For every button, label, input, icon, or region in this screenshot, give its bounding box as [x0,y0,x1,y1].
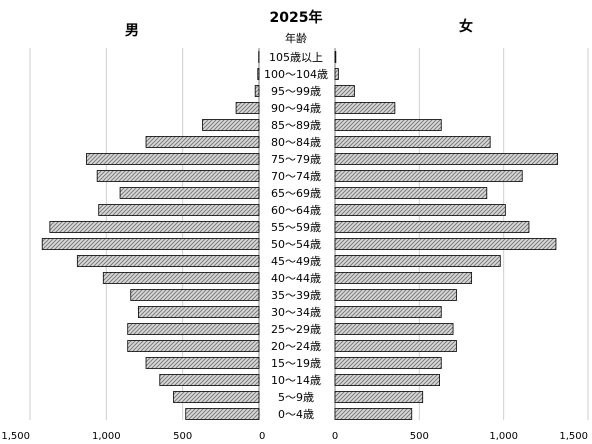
male-bar-6 [86,153,260,165]
age-header: 年齢 [285,31,307,45]
age-label-17: 20～24歳 [271,340,321,353]
age-label-8: 65～69歳 [271,187,321,200]
age-label-0: 105歳以上 [269,51,323,64]
female-bar-9 [334,204,506,216]
female-bar-11 [334,238,557,250]
male-bar-1 [257,68,260,80]
x-tick-label-right-1500: 1,500 [559,431,588,442]
age-label-3: 90～94歳 [271,102,321,115]
female-bar-6 [334,153,559,165]
age-label-10: 55～59歳 [271,221,321,234]
female-bar-21 [334,408,413,420]
male-bar-12 [76,255,260,267]
age-label-5: 80～84歳 [271,136,321,149]
female-bar-20 [334,391,424,403]
female-bar-5 [334,136,491,148]
age-label-15: 30～34歳 [271,306,321,319]
female-bar-1 [334,68,339,80]
male-bar-15 [137,306,260,318]
male-bar-2 [254,85,260,97]
male-bar-3 [235,102,260,114]
male-bar-14 [130,289,260,301]
male-bar-8 [119,187,260,199]
age-label-18: 15～19歳 [271,357,321,370]
x-tick-label-right-500: 500 [410,431,429,442]
age-label-11: 50～54歳 [271,238,321,251]
female-bar-8 [334,187,488,199]
male-bar-16 [127,323,260,335]
age-label-16: 25～29歳 [271,323,321,336]
age-label-4: 85～89歳 [271,119,321,132]
female-bar-16 [334,323,454,335]
age-label-7: 70～74歳 [271,170,321,183]
female-bar-10 [334,221,530,233]
x-tick-label-right-1000: 1,000 [489,431,518,442]
female-bar-15 [334,306,442,318]
age-label-6: 75～79歳 [271,153,321,166]
female-bar-13 [334,272,473,284]
age-label-14: 35～39歳 [271,289,321,302]
x-tick-labels: 0 0 500 500 1,000 1,000 1,500 1,500 [1,431,588,442]
age-label-13: 40～44歳 [271,272,321,285]
male-bar-18 [145,357,260,369]
female-bar-19 [334,374,440,386]
age-label-1: 100～104歳 [264,68,328,81]
male-bar-13 [102,272,260,284]
female-label: 女 [459,18,473,35]
male-bar-21 [185,408,260,420]
female-bar-3 [334,102,396,114]
male-bar-11 [41,238,260,250]
x-tick-label-left-1500: 1,500 [1,431,30,442]
female-bar-18 [334,357,442,369]
age-label-2: 95～99歳 [271,85,321,98]
female-bar-0 [334,51,337,63]
female-bar-17 [334,340,457,352]
male-bars [41,51,260,420]
age-label-9: 60～64歳 [271,204,321,217]
male-label: 男 [125,23,139,39]
x-tick-label-left-500: 500 [173,431,192,442]
female-bar-4 [334,119,442,131]
age-labels: 105歳以上 100～104歳 95～99歳 90～94歳 85～89歳 80～84歳 75… [264,51,328,421]
male-bar-9 [98,204,260,216]
x-tick-label-right-0: 0 [332,431,338,442]
female-bar-7 [334,170,523,182]
female-bars [334,51,559,420]
male-bar-19 [159,374,260,386]
x-tick-label-left-1000: 1,000 [92,431,121,442]
male-bar-10 [49,221,260,233]
male-bar-17 [127,340,260,352]
male-bar-5 [145,136,260,148]
x-tick-label-left-0: 0 [259,431,265,442]
age-label-20: 5～9歳 [278,391,314,404]
female-bar-12 [334,255,501,267]
age-label-12: 45～49歳 [271,255,321,268]
age-label-21: 0～4歳 [278,408,314,421]
male-bar-7 [96,170,260,182]
male-bar-20 [173,391,260,403]
female-bar-2 [334,85,355,97]
age-label-19: 10～14歳 [271,374,321,387]
female-bar-14 [334,289,457,301]
male-bar-4 [202,119,260,131]
chart-title: 2025年 [270,9,323,26]
